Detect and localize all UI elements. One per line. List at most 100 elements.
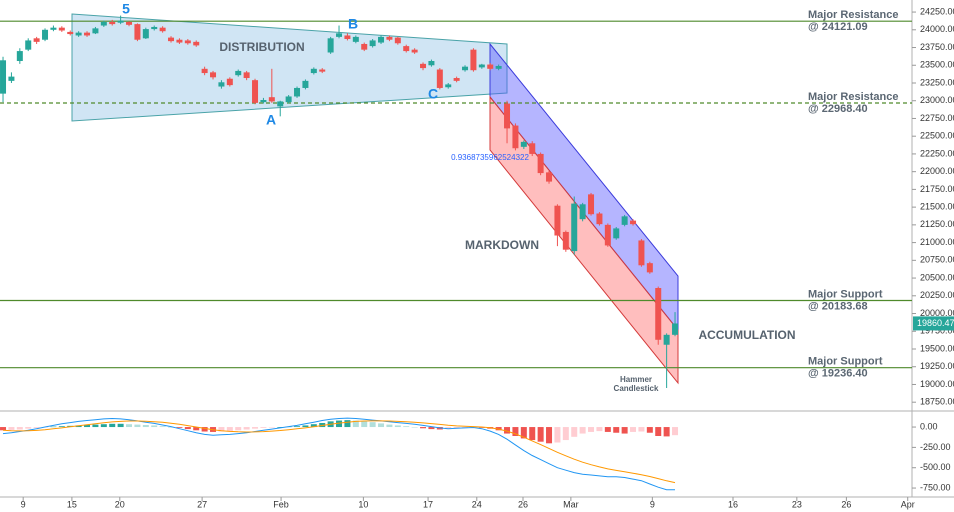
histogram-bar bbox=[151, 425, 158, 428]
histogram-bar bbox=[8, 427, 15, 430]
histogram-bar bbox=[336, 420, 343, 428]
candle-body bbox=[655, 287, 662, 340]
x-tick-label: 24 bbox=[472, 499, 482, 509]
y-tick-label: 22750.00 bbox=[920, 113, 954, 123]
candle-body bbox=[75, 32, 82, 36]
wave-label: C bbox=[428, 86, 438, 102]
y-tick-label: 24000.00 bbox=[920, 24, 954, 34]
histogram-bar bbox=[621, 427, 628, 434]
histogram-bar bbox=[260, 427, 267, 428]
histogram-bar bbox=[25, 427, 32, 429]
histogram-bar bbox=[453, 427, 460, 429]
candle-body bbox=[504, 103, 511, 129]
y-tick-label: 21500.00 bbox=[920, 202, 954, 212]
candle-body bbox=[428, 61, 435, 66]
y-tick-label: 21250.00 bbox=[920, 219, 954, 229]
candle-body bbox=[159, 27, 166, 32]
histogram-bar bbox=[630, 427, 637, 432]
candle-body bbox=[268, 97, 275, 102]
x-tick-label: 20 bbox=[115, 499, 125, 509]
histogram-bar bbox=[16, 427, 23, 430]
candle-body bbox=[184, 40, 191, 44]
histogram-bar bbox=[84, 425, 91, 428]
candle-body bbox=[50, 27, 57, 30]
candle-body bbox=[529, 143, 536, 154]
x-tick-label: 16 bbox=[728, 499, 738, 509]
histogram-bar bbox=[226, 427, 233, 432]
level-label: Major Resistance bbox=[808, 91, 898, 103]
histogram-bar bbox=[243, 427, 250, 430]
candle-body bbox=[67, 31, 74, 35]
y-tick-label: 23250.00 bbox=[920, 77, 954, 87]
level-label: @ 19236.40 bbox=[808, 368, 868, 380]
candle-body bbox=[462, 66, 469, 71]
histogram-bar bbox=[361, 421, 368, 428]
candle-body bbox=[394, 37, 401, 44]
histogram-bar bbox=[268, 427, 275, 428]
candle-body bbox=[621, 216, 628, 225]
histogram-bar bbox=[302, 425, 309, 428]
candle-body bbox=[218, 82, 225, 87]
histogram-bar bbox=[562, 427, 569, 441]
histogram-bar bbox=[142, 425, 149, 428]
hammer-label: Hammer bbox=[620, 375, 652, 384]
level-label: Major Support bbox=[808, 356, 883, 368]
y-tick-label: 21750.00 bbox=[920, 184, 954, 194]
candle-body bbox=[588, 194, 595, 215]
macd-line bbox=[2, 417, 675, 491]
y-tick-label: 21000.00 bbox=[920, 237, 954, 247]
candle-body bbox=[151, 26, 158, 30]
candle-body bbox=[445, 84, 452, 88]
candle-body bbox=[411, 49, 418, 53]
x-tick-label: 15 bbox=[67, 499, 77, 509]
channel-lower bbox=[489, 95, 679, 385]
x-tick-label: Feb bbox=[273, 499, 289, 509]
histogram-bar bbox=[554, 427, 561, 443]
candle-body bbox=[294, 87, 301, 97]
candle-body bbox=[210, 72, 217, 78]
y-tick-label: 18750.00 bbox=[920, 397, 954, 407]
histogram-bar bbox=[588, 427, 595, 432]
y-tick-label: 19000.00 bbox=[920, 379, 954, 389]
histogram-bar bbox=[638, 427, 645, 432]
histogram-bar bbox=[378, 423, 385, 428]
histogram-bar bbox=[33, 427, 40, 428]
y-tick-label: 23750.00 bbox=[920, 42, 954, 52]
level-label: @ 24121.09 bbox=[808, 21, 868, 33]
histogram-bar bbox=[571, 427, 578, 437]
histogram-bar bbox=[655, 427, 662, 436]
level-label: @ 20183.68 bbox=[808, 300, 868, 312]
marks: 18750.00 19000.00 19250.00 19500.00 19750.00… bbox=[0, 6, 954, 509]
candle-body bbox=[235, 70, 242, 76]
candle-body bbox=[126, 21, 133, 25]
candle-body bbox=[319, 69, 326, 72]
level-label: Major Resistance bbox=[808, 9, 898, 21]
candle-body bbox=[176, 39, 183, 43]
y-tick-label: 0.00 bbox=[920, 421, 938, 431]
y-tick-label: 23500.00 bbox=[920, 60, 954, 70]
histogram-bar bbox=[537, 427, 544, 442]
histogram-bar bbox=[193, 427, 200, 431]
x-tick-label: 9 bbox=[650, 499, 655, 509]
candle-body bbox=[117, 20, 124, 23]
x-tick-label: Apr bbox=[901, 499, 915, 509]
y-tick-label: 20250.00 bbox=[920, 290, 954, 300]
candle-body bbox=[378, 36, 385, 43]
histogram-bar bbox=[663, 427, 670, 437]
candle-body bbox=[193, 41, 200, 46]
candle-body bbox=[663, 334, 670, 345]
candle-body bbox=[226, 78, 233, 86]
candle-body bbox=[336, 33, 343, 37]
candle-body bbox=[562, 231, 569, 250]
x-tick-label: Mar bbox=[563, 499, 579, 509]
candle-body bbox=[42, 29, 49, 40]
candle-body bbox=[403, 46, 410, 52]
candle-body bbox=[546, 172, 553, 182]
candle-body bbox=[369, 40, 376, 47]
x-tick-label: 23 bbox=[792, 499, 802, 509]
y-tick-label: 20000.00 bbox=[920, 308, 954, 318]
x-tick-label: 10 bbox=[358, 499, 368, 509]
histogram-bar bbox=[529, 427, 536, 441]
histogram-bar bbox=[420, 427, 427, 429]
candle-body bbox=[58, 27, 65, 31]
